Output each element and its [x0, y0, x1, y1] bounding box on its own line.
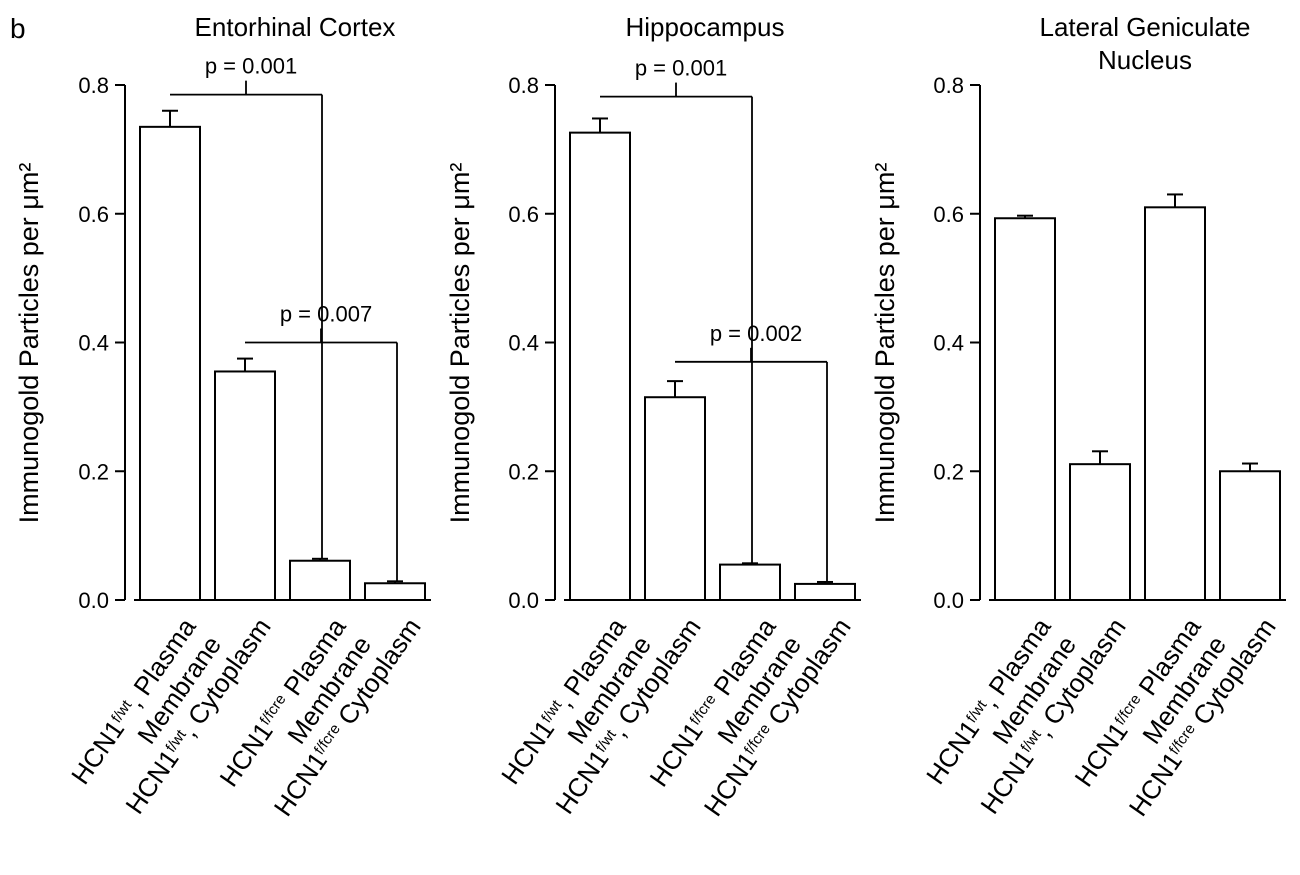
bar-3	[719, 563, 781, 601]
y-tick-label: 0.2	[933, 459, 964, 484]
y-tick-label: 0.4	[78, 331, 109, 356]
bar-3	[289, 559, 351, 602]
significance-bracket	[245, 328, 398, 582]
y-tick-label: 0.4	[508, 331, 539, 356]
y-axis-label: Immunogold Particles per μm²	[445, 163, 475, 524]
bar-1	[139, 125, 201, 601]
significance-bracket	[600, 82, 753, 564]
bar-4	[1219, 470, 1281, 601]
panel-letter: b	[10, 13, 26, 44]
p-value-label: p = 0.007	[280, 302, 372, 327]
bar-1	[569, 131, 631, 601]
bar-4	[364, 582, 426, 602]
y-tick-label: 0.8	[508, 73, 539, 98]
bar-2	[214, 370, 276, 601]
panel-2: Hippocampus 0.0 0.2 0.4 0.6 0.8 Immunogold Par…	[445, 12, 861, 822]
panel-title: Entorhinal Cortex	[195, 12, 396, 42]
significance-bracket	[170, 80, 323, 559]
panel-1: Entorhinal Cortex 0.0 0.2 0.4 0.6 0.8 Immunogo…	[14, 12, 431, 822]
y-tick-label: 0.8	[933, 73, 964, 98]
y-axis-label: Immunogold Particles per μm²	[14, 163, 44, 524]
bar-2	[644, 396, 706, 601]
panel-3: Lateral Geniculate Nucleus 0.0 0.2 0.4 0.6 0.8…	[870, 12, 1286, 822]
y-tick-label: 0.0	[933, 588, 964, 613]
bar-3	[1144, 206, 1206, 601]
y-tick-label: 0.6	[78, 202, 109, 227]
bar-1	[994, 217, 1056, 601]
y-tick-label: 0.6	[508, 202, 539, 227]
panel-title: Hippocampus	[626, 12, 785, 42]
y-tick-label: 0.6	[933, 202, 964, 227]
y-tick-label: 0.0	[508, 588, 539, 613]
y-tick-label: 0.2	[508, 459, 539, 484]
bar-2	[1069, 463, 1131, 602]
y-tick-label: 0.4	[933, 331, 964, 356]
bar-4	[794, 582, 856, 601]
y-tick-label: 0.2	[78, 459, 109, 484]
p-value-label: p = 0.001	[635, 56, 727, 81]
y-axis-label: Immunogold Particles per μm²	[870, 163, 900, 524]
significance-bracket	[675, 347, 828, 582]
y-tick-label: 0.8	[78, 73, 109, 98]
panel-title: Lateral Geniculate Nucleus	[1039, 12, 1250, 75]
p-value-label: p = 0.002	[710, 321, 802, 346]
y-tick-label: 0.0	[78, 588, 109, 613]
p-value-label: p = 0.001	[205, 54, 297, 79]
